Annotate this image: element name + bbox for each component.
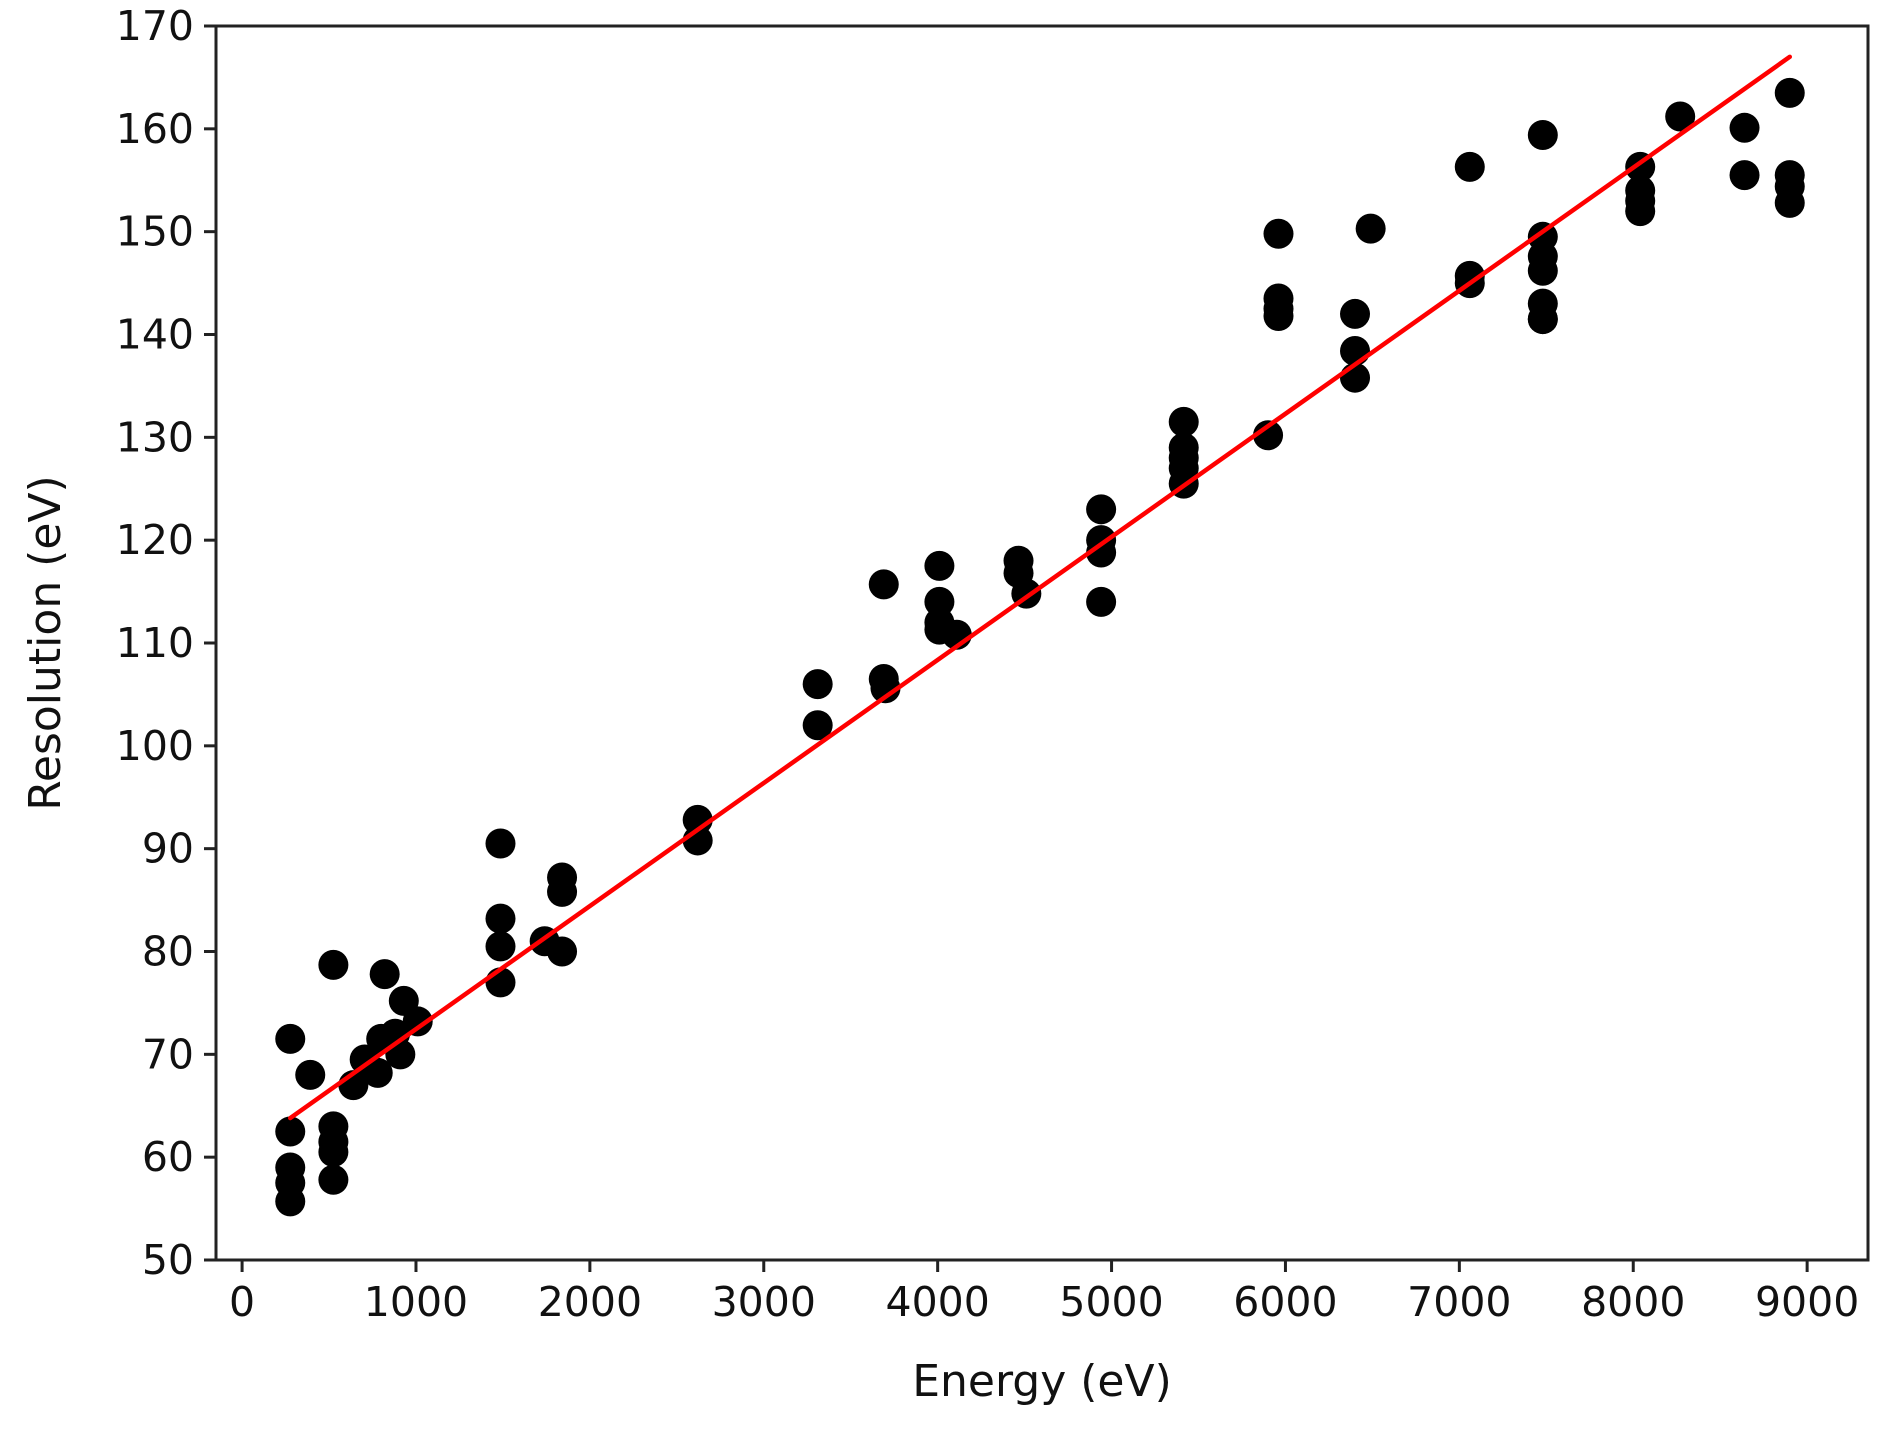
x-axis: 0 1000 2000 3000 4000 5000 6000 7000 8000 9000 xyxy=(229,1260,1859,1326)
y-tick-label: 110 xyxy=(116,619,194,667)
x-tick-label: 1000 xyxy=(364,1278,468,1326)
data-points xyxy=(275,77,1805,1217)
data-point xyxy=(924,550,955,581)
data-point xyxy=(362,1057,393,1088)
data-point xyxy=(870,673,901,704)
data-point xyxy=(1527,255,1558,286)
data-point xyxy=(1774,77,1805,108)
data-point xyxy=(318,949,349,980)
x-tick-label: 0 xyxy=(229,1278,255,1326)
x-tick-label: 9000 xyxy=(1755,1278,1859,1326)
y-tick-label: 140 xyxy=(116,311,194,359)
x-tick-label: 4000 xyxy=(885,1278,989,1326)
y-tick-label: 50 xyxy=(142,1236,194,1284)
y-tick-label: 60 xyxy=(142,1133,194,1181)
data-point xyxy=(275,1023,306,1054)
data-point xyxy=(1263,300,1294,331)
data-point xyxy=(682,804,713,835)
x-tick-label: 6000 xyxy=(1233,1278,1337,1326)
data-point xyxy=(802,669,833,700)
y-tick-label: 130 xyxy=(116,413,194,461)
data-point xyxy=(318,1137,349,1168)
y-tick-label: 80 xyxy=(142,928,194,976)
data-point xyxy=(275,1186,306,1217)
data-point xyxy=(1527,120,1558,151)
data-point xyxy=(1253,420,1284,451)
data-point xyxy=(1340,335,1371,366)
y-tick-label: 150 xyxy=(116,208,194,256)
x-tick-label: 7000 xyxy=(1407,1278,1511,1326)
x-axis-title: Energy (eV) xyxy=(912,1356,1172,1407)
data-point xyxy=(1168,406,1199,437)
fit-line-segment xyxy=(288,54,1792,1121)
data-point xyxy=(1263,218,1294,249)
x-tick-label: 3000 xyxy=(712,1278,816,1326)
y-tick-label: 160 xyxy=(116,105,194,153)
y-tick-label: 100 xyxy=(116,722,194,770)
y-tick-label: 120 xyxy=(116,516,194,564)
data-point xyxy=(1086,537,1117,568)
y-axis-title: Resolution (eV) xyxy=(20,475,71,810)
data-point xyxy=(485,931,516,962)
data-point xyxy=(1086,494,1117,525)
data-point xyxy=(485,903,516,934)
data-point xyxy=(385,1039,416,1070)
y-axis: 50 60 70 80 90 100 110 120 130 140 150 160 170 xyxy=(116,2,216,1284)
data-point xyxy=(1729,112,1760,143)
data-point xyxy=(1340,298,1371,329)
data-point xyxy=(1086,586,1117,617)
x-tick-label: 2000 xyxy=(538,1278,642,1326)
plot-area xyxy=(214,24,1870,1262)
y-tick-label: 70 xyxy=(142,1030,194,1078)
data-point xyxy=(275,1116,306,1147)
data-point xyxy=(924,586,955,617)
x-tick-label: 8000 xyxy=(1581,1278,1685,1326)
data-point xyxy=(1355,213,1386,244)
data-point xyxy=(1665,101,1696,132)
data-point xyxy=(547,936,578,967)
data-point xyxy=(1774,187,1805,218)
y-tick-label: 90 xyxy=(142,825,194,873)
data-point xyxy=(1625,196,1656,227)
data-point xyxy=(802,710,833,741)
data-point xyxy=(547,876,578,907)
fit-line xyxy=(288,54,1792,1121)
data-point xyxy=(1454,151,1485,182)
y-tick-label: 170 xyxy=(116,2,194,50)
x-tick-label: 5000 xyxy=(1059,1278,1163,1326)
data-point xyxy=(369,959,400,990)
data-point xyxy=(402,1006,433,1037)
data-point xyxy=(318,1164,349,1195)
data-point xyxy=(485,828,516,859)
data-point xyxy=(1729,160,1760,191)
data-point xyxy=(1527,304,1558,335)
data-point xyxy=(295,1059,326,1090)
data-point xyxy=(868,569,899,600)
